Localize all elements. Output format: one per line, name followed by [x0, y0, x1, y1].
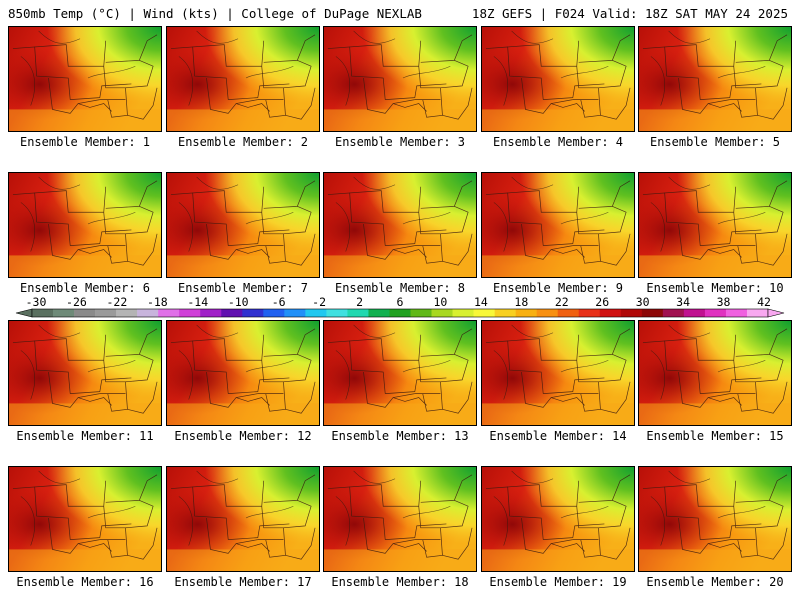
- colorbar-swatch: [326, 309, 348, 317]
- ensemble-member-caption: Ensemble Member: 20: [646, 575, 784, 589]
- ensemble-map-panel: [166, 26, 320, 132]
- colorbar-swatch: [557, 309, 580, 317]
- ensemble-member-caption: Ensemble Member: 11: [16, 429, 154, 443]
- colorbar-tick-label: -6: [272, 296, 286, 309]
- colorbar-swatch: [410, 309, 432, 317]
- ensemble-member-caption: Ensemble Member: 16: [16, 575, 154, 589]
- colorbar-swatch: [347, 309, 369, 317]
- colorbar-tick-label: 34: [676, 296, 690, 309]
- ensemble-member-caption: Ensemble Member: 4: [492, 135, 624, 149]
- colorbar-swatch: [683, 309, 706, 317]
- colorbar-tick-label: -22: [106, 296, 127, 309]
- colorbar-tick-label: -10: [228, 296, 249, 309]
- colorbar-tick-label: 6: [397, 296, 404, 309]
- colorbar-swatch: [494, 309, 516, 317]
- colorbar-tick-label: 18: [514, 296, 528, 309]
- colorbar-swatch: [116, 309, 138, 317]
- colorbar-tick-label: 38: [717, 296, 731, 309]
- colorbar-swatch: [137, 309, 159, 317]
- colorbar-tick-label: -26: [66, 296, 87, 309]
- ensemble-member-caption: Ensemble Member: 2: [177, 135, 309, 149]
- colorbar-swatch: [389, 309, 411, 317]
- ensemble-map-panel: [166, 466, 320, 572]
- ensemble-member-caption: Ensemble Member: 13: [331, 429, 469, 443]
- ensemble-map-panel: [481, 26, 635, 132]
- ensemble-map-panel: [481, 466, 635, 572]
- temperature-colorbar: -30 -26 -22 -18 -14 -10 -6 -2 2 6 10 14 18 22 26 30 34 38…: [15, 296, 785, 318]
- colorbar-swatch: [620, 309, 643, 317]
- colorbar-swatch: [473, 309, 495, 317]
- colorbar-swatch: [242, 309, 264, 317]
- colorbar-swatch: [74, 309, 96, 317]
- ensemble-member-caption: Ensemble Member: 12: [174, 429, 312, 443]
- colorbar-tick-label: -30: [26, 296, 47, 309]
- ensemble-map-panel: [638, 26, 792, 132]
- ensemble-member-caption: Ensemble Member: 6: [19, 281, 151, 295]
- colorbar-swatch: [452, 309, 474, 317]
- ensemble-map-panel: [638, 320, 792, 426]
- ensemble-map-panel: [481, 320, 635, 426]
- colorbar-tick-label: 26: [595, 296, 609, 309]
- ensemble-member-caption: Ensemble Member: 18: [331, 575, 469, 589]
- colorbar-tick-label: 22: [555, 296, 569, 309]
- ensemble-member-caption: Ensemble Member: 15: [646, 429, 784, 443]
- colorbar-tick-label: 30: [636, 296, 650, 309]
- ensemble-map-panel: [8, 466, 162, 572]
- ensemble-map-panel: [166, 320, 320, 426]
- colorbar-swatch: [515, 309, 537, 317]
- ensemble-member-caption: Ensemble Member: 17: [174, 575, 312, 589]
- ensemble-map-panel: [481, 172, 635, 278]
- ensemble-member-caption: Ensemble Member: 9: [492, 281, 624, 295]
- colorbar-swatch: [284, 309, 306, 317]
- ensemble-member-caption: Ensemble Member: 10: [646, 281, 784, 295]
- colorbar-tick-label: 10: [434, 296, 448, 309]
- colorbar-swatch: [53, 309, 75, 317]
- colorbar-swatch: [95, 309, 117, 317]
- ensemble-map-panel: [323, 320, 477, 426]
- ensemble-member-caption: Ensemble Member: 1: [19, 135, 151, 149]
- ensemble-member-caption: Ensemble Member: 19: [489, 575, 627, 589]
- colorbar-min-arrow: [15, 308, 33, 318]
- colorbar-swatch: [578, 309, 601, 317]
- colorbar-swatch: [725, 309, 748, 317]
- ensemble-map-panel: [323, 172, 477, 278]
- valid-time-title: 18Z GEFS | F024 Valid: 18Z SAT MAY 24 20…: [471, 6, 788, 21]
- colorbar-tick-label: -18: [147, 296, 168, 309]
- colorbar-swatch: [599, 309, 622, 317]
- map-title: 850mb Temp (°C) | Wind (kts) | College o…: [8, 6, 422, 21]
- ensemble-map-panel: [8, 320, 162, 426]
- ensemble-map-panel: [8, 26, 162, 132]
- colorbar-tick-label: -2: [312, 296, 326, 309]
- colorbar-swatch: [200, 309, 222, 317]
- colorbar-swatch: [305, 309, 327, 317]
- colorbar-swatch: [662, 309, 685, 317]
- ensemble-map-panel: [323, 466, 477, 572]
- colorbar-swatch: [179, 309, 201, 317]
- ensemble-map-panel: [638, 466, 792, 572]
- colorbar-swatch: [431, 309, 453, 317]
- colorbar-max-arrow: [767, 308, 785, 318]
- colorbar-swatch: [221, 309, 243, 317]
- colorbar-tick-label: 42: [757, 296, 771, 309]
- ensemble-member-caption: Ensemble Member: 5: [649, 135, 781, 149]
- ensemble-map-panel: [8, 172, 162, 278]
- colorbar-swatch: [536, 309, 559, 317]
- ensemble-map-panel: [323, 26, 477, 132]
- colorbar-swatch: [263, 309, 285, 317]
- colorbar-swatch: [746, 309, 769, 317]
- colorbar-swatch: [32, 309, 54, 317]
- ensemble-map-panel: [166, 172, 320, 278]
- colorbar-swatch: [704, 309, 727, 317]
- ensemble-member-caption: Ensemble Member: 14: [489, 429, 627, 443]
- colorbar-tick-label: 2: [356, 296, 363, 309]
- colorbar-swatch: [158, 309, 180, 317]
- colorbar-swatch: [368, 309, 390, 317]
- colorbar-swatch: [641, 309, 664, 317]
- colorbar-tick-label: -14: [187, 296, 208, 309]
- ensemble-map-panel: [638, 172, 792, 278]
- ensemble-member-caption: Ensemble Member: 3: [334, 135, 466, 149]
- colorbar-tick-label: 14: [474, 296, 488, 309]
- ensemble-member-caption: Ensemble Member: 8: [334, 281, 466, 295]
- ensemble-member-caption: Ensemble Member: 7: [177, 281, 309, 295]
